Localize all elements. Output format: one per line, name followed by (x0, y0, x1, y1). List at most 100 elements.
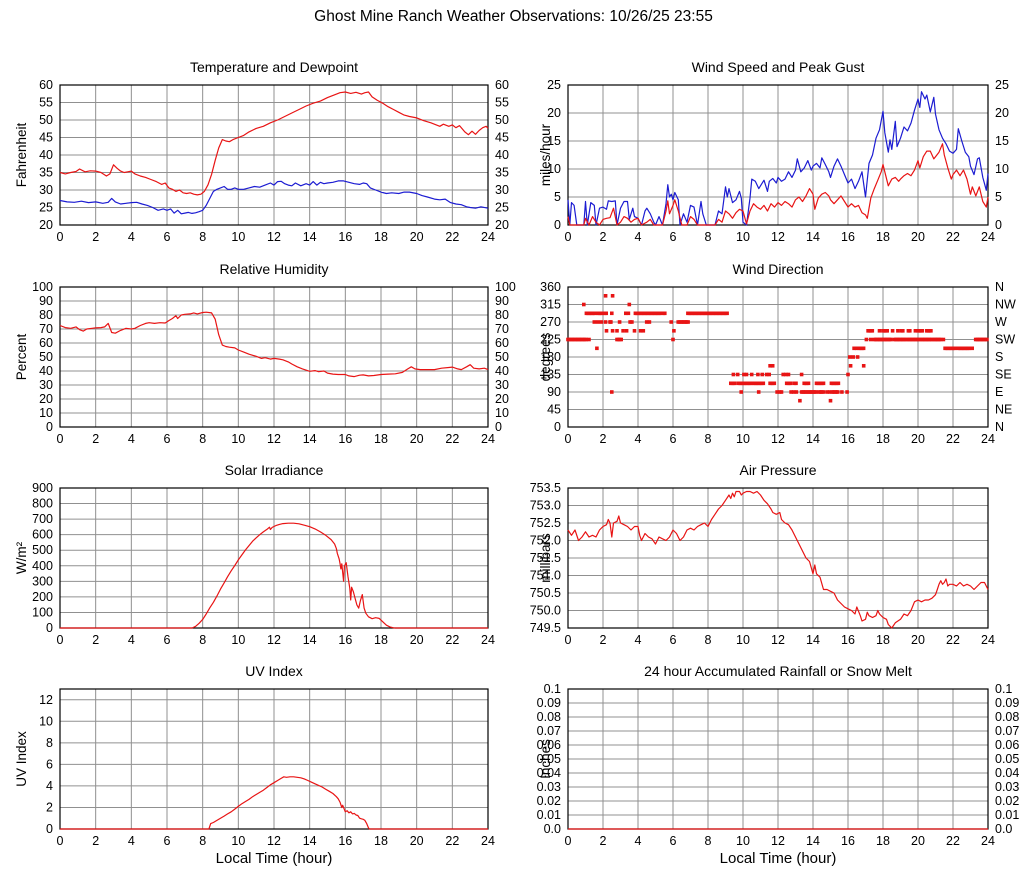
scatter-point (903, 337, 908, 342)
scatter-point (868, 337, 873, 342)
scatter-point (920, 329, 924, 333)
y-tick-label-right: 25 (495, 201, 509, 215)
y-tick-label: 749.5 (530, 621, 561, 635)
scatter-point (764, 372, 769, 377)
x-tick-label: 6 (670, 834, 677, 848)
x-tick-label: 20 (410, 432, 424, 446)
scatter-point (861, 346, 866, 351)
y-tick-label: 0.09 (537, 696, 561, 710)
page-title: Ghost Mine Ranch Weather Observations: 1… (314, 8, 713, 25)
x-tick-label: 12 (771, 432, 785, 446)
x-tick-label: 2 (600, 834, 607, 848)
y-axis-label: degrees (538, 332, 553, 381)
x-tick-label: 20 (410, 633, 424, 647)
x-tick-label: 14 (303, 432, 317, 446)
y-tick-label-right: 20 (495, 218, 509, 232)
scatter-point (854, 346, 859, 351)
x-tick-label: 18 (374, 230, 388, 244)
scatter-point (735, 372, 740, 377)
x-tick-label: 6 (164, 834, 171, 848)
x-tick-label: 18 (374, 432, 388, 446)
scatter-point (779, 390, 784, 394)
scatter-point (733, 381, 737, 386)
chart-title: Wind Direction (732, 261, 823, 277)
chart-title: Air Pressure (739, 462, 816, 478)
rainfall-chart: 0 2 4 6 8 10 12 14 16 18 20 22 240.0 0.00.01 0.010.02 0… (537, 663, 1020, 867)
x-tick-label: 0 (57, 432, 64, 446)
scatter-point (638, 329, 643, 333)
x-tick-label: 12 (267, 230, 281, 244)
y-tick-label-right: 60 (495, 78, 509, 92)
x-tick-label: 4 (128, 834, 135, 848)
scatter-point (786, 372, 791, 377)
scatter-point (731, 372, 736, 377)
scatter-point (725, 311, 729, 316)
x-tick-label: 24 (481, 432, 495, 446)
scatter-point (799, 372, 804, 377)
y-tick-label: 12 (39, 693, 53, 707)
y-tick-label-right: 70 (495, 322, 509, 336)
y-tick-label-right: 0 (995, 218, 1002, 232)
scatter-point (845, 390, 849, 394)
scatter-point (852, 346, 856, 351)
y-tick-label: 2 (46, 800, 53, 814)
y-tick-label: 900 (32, 481, 53, 495)
scatter-point (985, 337, 989, 342)
scatter-point (806, 381, 811, 386)
y-tick-label: 750.5 (530, 586, 561, 600)
scatter-point (621, 329, 625, 333)
y-tick-label-right: 0.06 (995, 738, 1019, 752)
scatter-point (938, 337, 943, 342)
x-tick-label: 16 (841, 432, 855, 446)
x-tick-label: 20 (911, 633, 925, 647)
y-tick-label-right: N (995, 280, 1004, 294)
series-peak-gust (567, 91, 989, 226)
x-tick-label: 12 (771, 633, 785, 647)
y-tick-label: 135 (540, 368, 561, 382)
scatter-point (756, 372, 760, 377)
scatter-point (686, 320, 690, 324)
scatter-point (836, 381, 841, 386)
x-tick-label: 2 (600, 230, 607, 244)
y-tick-label: 0.03 (537, 780, 561, 794)
y-tick-label: 225 (540, 333, 561, 347)
y-tick-label: 8 (46, 736, 53, 750)
scatter-point (756, 390, 761, 394)
y-tick-label: 0 (46, 420, 53, 434)
x-tick-label: 16 (841, 230, 855, 244)
y-tick-label: 600 (32, 528, 53, 542)
y-tick-label: 0 (554, 218, 561, 232)
x-tick-label: 12 (267, 633, 281, 647)
y-tick-label: 0.02 (537, 794, 561, 808)
chart-title: Temperature and Dewpoint (190, 59, 358, 75)
scatter-point (775, 390, 779, 394)
y-tick-label: 15 (547, 134, 561, 148)
y-tick-label: 0.06 (537, 738, 561, 752)
scatter-point (789, 381, 793, 386)
x-tick-label: 24 (981, 633, 995, 647)
x-tick-label: 22 (946, 834, 960, 848)
scatter-point (929, 329, 933, 333)
y-tick-label: 753.5 (530, 481, 561, 495)
x-tick-label: 20 (911, 834, 925, 848)
y-tick-label-right: SW (995, 333, 1015, 347)
x-tick-label: 0 (57, 230, 64, 244)
y-tick-label: 90 (547, 385, 561, 399)
x-tick-label: 0 (565, 633, 572, 647)
y-tick-label-right: 60 (495, 336, 509, 350)
scatter-point (663, 311, 667, 316)
scatter-point (615, 329, 619, 333)
scatter-point (840, 390, 844, 394)
y-tick-label-right: S (995, 350, 1003, 364)
y-tick-label: 0 (46, 621, 53, 635)
y-tick-label: 0 (554, 420, 561, 434)
x-tick-label: 14 (303, 834, 317, 848)
y-tick-label: 700 (32, 512, 53, 526)
scatter-point (781, 372, 785, 377)
x-tick-label: 6 (670, 230, 677, 244)
y-tick-label-right: 0.02 (995, 794, 1019, 808)
scatter-point (861, 364, 866, 368)
y-tick-label-right: 100 (495, 280, 516, 294)
y-tick-label-right: N (995, 420, 1004, 434)
